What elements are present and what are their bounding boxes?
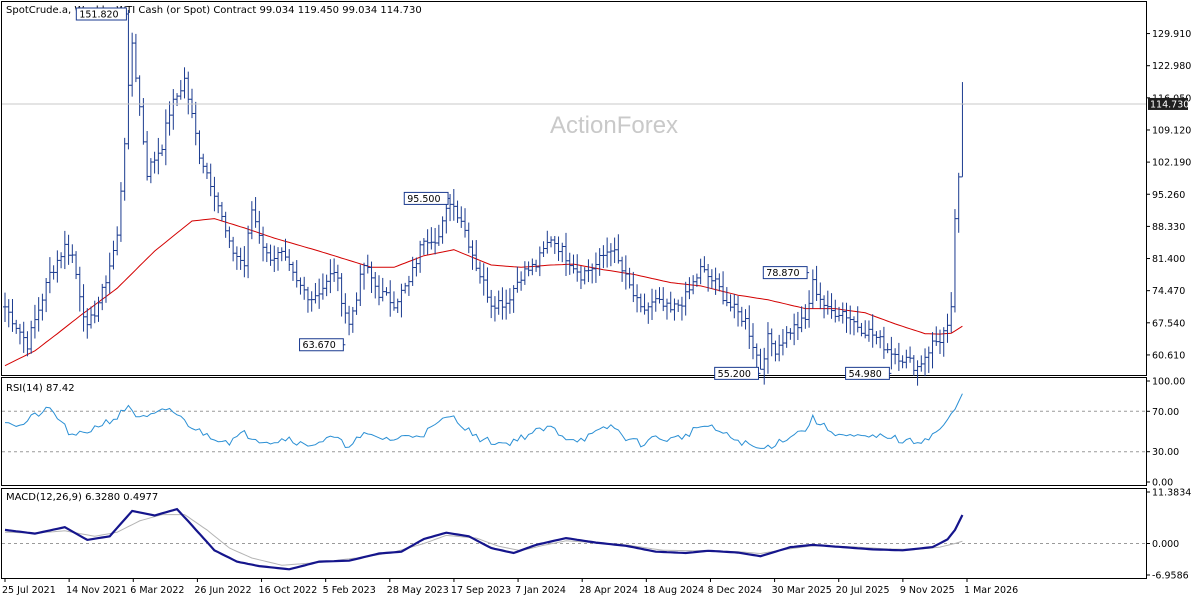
rsi-tick-label: 30.00 (1152, 447, 1179, 458)
price-tick-label: 81.400 (1152, 254, 1185, 265)
price-tick-label: 67.540 (1152, 318, 1185, 329)
price-tick-label: 95.260 (1152, 190, 1185, 201)
x-tick-label: 26 Jun 2022 (194, 585, 251, 596)
x-tick-label: 20 Jul 2025 (836, 585, 890, 596)
x-tick-label: 5 Feb 2023 (323, 585, 376, 596)
price-tick-label: 60.610 (1152, 350, 1185, 361)
x-tick-label: 28 Apr 2024 (579, 585, 638, 596)
x-tick-label: 30 Mar 2025 (772, 585, 832, 596)
x-tick-label: 25 Jul 2021 (2, 585, 56, 596)
price-tick-label: 129.910 (1152, 29, 1191, 40)
rsi-panel (1, 377, 1147, 486)
annotation-label: 95.500 (407, 194, 440, 205)
price-tick-label: 74.470 (1152, 286, 1185, 297)
x-tick-label: 8 Dec 2024 (707, 585, 762, 596)
macd-panel (1, 488, 1147, 579)
macd-tick-label: -6.9586 (1152, 571, 1189, 582)
x-tick-label: 14 Nov 2021 (66, 585, 127, 596)
macd-signal-line (4, 514, 963, 566)
price-tick-label: 102.190 (1152, 158, 1191, 169)
price-panel (1, 1, 1147, 376)
macd-label: MACD(12,26,9) 6.3280 0.4977 (6, 492, 158, 503)
annotation-label: 63.670 (303, 340, 336, 351)
x-tick-label: 17 Sep 2023 (451, 585, 511, 596)
x-tick-label: 7 Jan 2024 (515, 585, 566, 596)
rsi-label: RSI(14) 87.42 (6, 383, 75, 394)
macd-main-line (4, 507, 964, 571)
annotation-label: 78.870 (766, 268, 799, 279)
current-price-label: 114.730 (1150, 99, 1189, 110)
price-tick-label: 122.980 (1152, 61, 1191, 72)
rsi-line (4, 393, 963, 450)
x-tick-label: 28 May 2023 (387, 585, 449, 596)
watermark: ActionForex (550, 112, 678, 139)
macd-tick-label: 11.3834 (1152, 488, 1191, 499)
moving-average-line (4, 218, 963, 367)
rsi-tick-label: 100.00 (1152, 377, 1185, 388)
x-tick-label: 1 Mar 2026 (964, 585, 1018, 596)
price-tick-label: 88.330 (1152, 222, 1185, 233)
rsi-tick-label: 0.00 (1152, 478, 1173, 489)
chart-header: SpotCrude.a, Weekly: WTI Cash (or Spot) … (6, 5, 422, 16)
current-price-box (1148, 97, 1188, 110)
rsi-tick-label: 70.00 (1152, 407, 1179, 418)
annotation-label: 54.980 (849, 369, 882, 380)
x-tick-label: 18 Aug 2024 (643, 585, 704, 596)
x-tick-label: 6 Mar 2022 (130, 585, 184, 596)
macd-tick-label: 0.000 (1152, 539, 1179, 550)
price-tick-label: 109.120 (1152, 125, 1191, 136)
x-tick-label: 16 Oct 2022 (259, 585, 318, 596)
annotation-label: 151.820 (79, 10, 118, 21)
x-tick-label: 9 Nov 2025 (900, 585, 955, 596)
annotation-label: 55.200 (718, 369, 751, 380)
